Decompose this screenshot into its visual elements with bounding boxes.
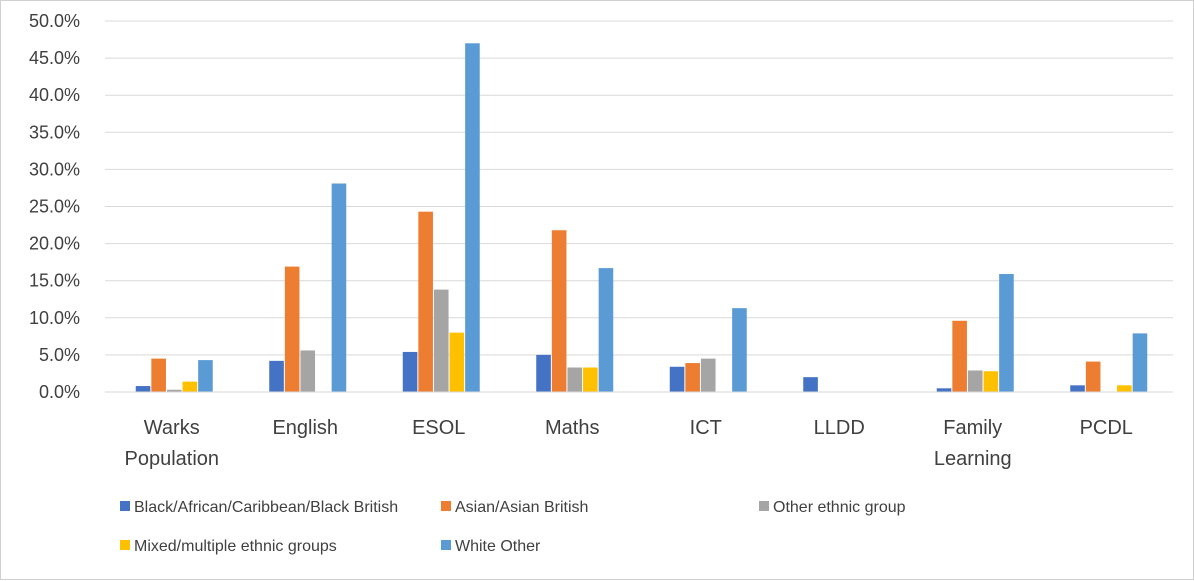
- bar: [583, 367, 598, 392]
- bar: [151, 358, 166, 392]
- x-tick-label: ESOL: [412, 417, 465, 439]
- bar: [1117, 385, 1132, 392]
- bar: [669, 366, 685, 392]
- x-tick-label: English: [272, 417, 338, 439]
- bar: [182, 381, 198, 392]
- bar: [967, 370, 983, 392]
- y-tick-label: 15.0%: [29, 271, 80, 291]
- y-tick-label: 45.0%: [29, 48, 80, 68]
- bar: [598, 268, 614, 392]
- x-tick-label: Warks: [144, 417, 200, 439]
- bar: [418, 211, 433, 392]
- y-axis-ticks: 0.0% 5.0% 10.0% 15.0% 20.0% 25.0% 30.0% 35.0% 40…: [29, 11, 80, 402]
- legend-label: White Other: [455, 538, 541, 555]
- bar: [198, 360, 213, 392]
- y-tick-label: 25.0%: [29, 197, 80, 217]
- bar: [135, 386, 151, 392]
- x-tick-label: LLDD: [814, 417, 865, 439]
- x-tick-label: Learning: [934, 448, 1012, 470]
- bar: [952, 320, 967, 392]
- bar: [567, 367, 583, 392]
- bar: [166, 389, 182, 392]
- bar: [284, 266, 300, 392]
- legend-swatch: [120, 540, 130, 550]
- y-tick-label: 30.0%: [29, 159, 80, 179]
- bar: [551, 230, 567, 392]
- bar: [999, 274, 1014, 392]
- bar: [536, 354, 551, 392]
- legend-swatch: [441, 540, 451, 550]
- bar: [269, 360, 284, 392]
- bar: [1132, 333, 1148, 392]
- legend-swatch: [759, 501, 769, 511]
- bar: [331, 183, 347, 392]
- bar: [700, 358, 716, 392]
- x-tick-label: Population: [124, 448, 219, 470]
- y-tick-label: 35.0%: [29, 122, 80, 142]
- y-tick-label: 40.0%: [29, 85, 80, 105]
- bars: [135, 43, 1148, 392]
- legend-label: Other ethnic group: [773, 499, 906, 516]
- bar: [1070, 385, 1085, 392]
- legend-swatch: [120, 501, 130, 511]
- bar: [936, 388, 952, 392]
- y-tick-label: 20.0%: [29, 234, 80, 254]
- x-tick-label: ICT: [690, 417, 722, 439]
- y-tick-label: 5.0%: [39, 345, 80, 365]
- bar: [685, 363, 700, 392]
- x-axis-labels: Warks Population English ESOL Maths ICT LLDD Fa…: [124, 417, 1132, 470]
- legend-label: Mixed/multiple ethnic groups: [134, 538, 337, 555]
- legend-label: Black/African/Caribbean/Black British: [134, 499, 398, 516]
- x-tick-label: Maths: [545, 417, 599, 439]
- y-tick-label: 10.0%: [29, 308, 80, 328]
- x-tick-label: PCDL: [1080, 417, 1133, 439]
- bar: [465, 43, 480, 392]
- bar: [433, 289, 449, 392]
- y-tick-label: 0.0%: [39, 382, 80, 402]
- x-tick-label: Family: [943, 417, 1002, 439]
- legend: Black/African/Caribbean/Black British Asi…: [120, 499, 906, 555]
- legend-swatch: [441, 501, 451, 511]
- bar: [1085, 361, 1101, 392]
- bar: [300, 350, 316, 392]
- bar: [803, 377, 818, 392]
- y-tick-label: 50.0%: [29, 11, 80, 31]
- bar: [732, 308, 747, 392]
- gridlines: [105, 20, 1173, 356]
- bar: [402, 351, 418, 392]
- legend-label: Asian/Asian British: [455, 499, 588, 516]
- bar: [449, 332, 465, 392]
- bar: [983, 371, 999, 392]
